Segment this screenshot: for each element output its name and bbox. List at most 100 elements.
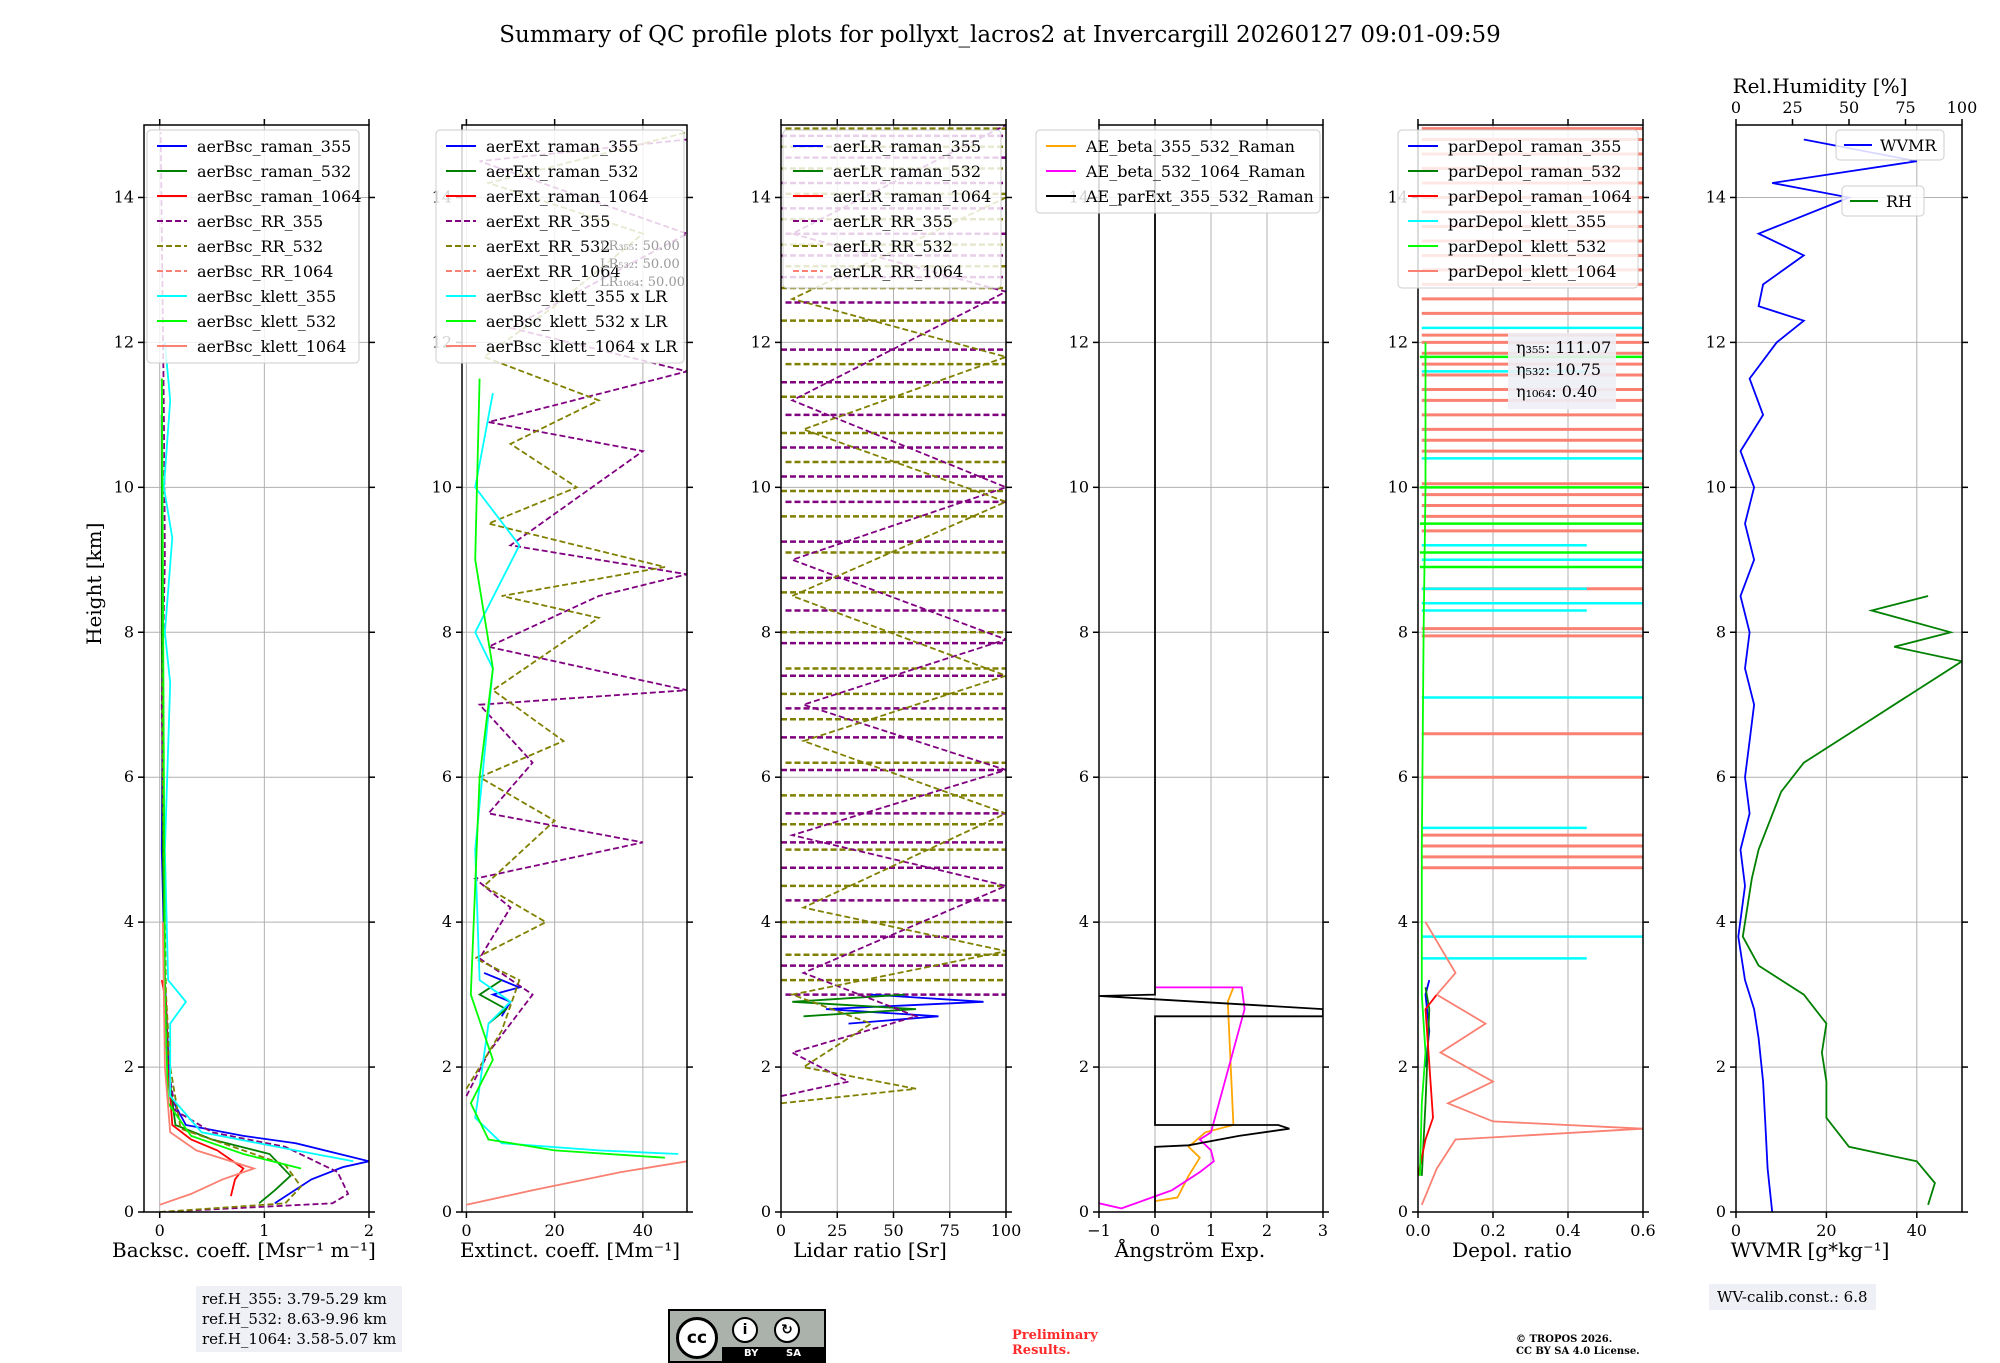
copyright-note: © TROPOS 2026. CC BY SA 4.0 License. [1516, 1334, 1640, 1358]
legend-entry: aerLR_RR_532 [833, 237, 953, 256]
panel-plot-area [1737, 138, 1962, 1212]
legend-box [782, 129, 1002, 289]
legend-entry: aerBsc_RR_1064 [197, 262, 333, 281]
y-tick-label: 8 [761, 622, 771, 641]
series-line-aerBsc_raman_355 [160, 414, 369, 1205]
legend-box [146, 129, 360, 364]
series-line-aerLR_raman_532 [792, 993, 917, 1018]
legend-entry: aerExt_RR_532 [486, 237, 610, 256]
y-tick-label: 2 [1398, 1057, 1408, 1076]
y-tick-label: 8 [1398, 622, 1408, 641]
ref-height-355: ref.H_355: 3.79-5.29 km [202, 1290, 387, 1308]
x-tick-label: 0.2 [1480, 1221, 1505, 1240]
eta-value: η₃₅₅: 111.07 [1516, 338, 1611, 357]
y-tick-label: 10 [751, 477, 771, 496]
panel-frame [1735, 124, 1963, 1213]
legend-entry: aerBsc_klett_532 x LR [486, 312, 668, 331]
reference-height-box: ref.H_355: 3.79-5.29 km ref.H_532: 8.63-… [196, 1286, 403, 1352]
xlabel-backscatter: Backsc. coeff. [Msr⁻¹ m⁻¹] [112, 1238, 376, 1262]
top-x-tick-label: 100 [1947, 98, 1978, 117]
y-tick-label: 12 [114, 332, 134, 351]
y-tick-label: 4 [1398, 912, 1408, 931]
series-line-aerBsc_klett_1064 x LR [466, 1160, 687, 1206]
legend-entry: aerLR_raman_355 [833, 137, 981, 156]
legend-entry: aerExt_raman_1064 [486, 187, 649, 206]
legend-entry: aerBsc_RR_532 [197, 237, 323, 256]
y-tick-label: 4 [1079, 912, 1089, 931]
x-tick-label: 0.0 [1405, 1221, 1430, 1240]
panel-ae: −1012302468101214AE_beta_355_532_RamanAE… [1035, 119, 1329, 1240]
panel-plot-area [1418, 127, 1643, 1206]
cc-by-label: BY [744, 1348, 759, 1359]
series-line-aerExt_raman_532 [477, 979, 508, 1025]
y-tick-label: 6 [761, 767, 771, 786]
x-tick-label: 0.4 [1555, 1221, 1580, 1240]
x-tick-label: 3 [1318, 1221, 1328, 1240]
y-tick-label: 2 [761, 1057, 771, 1076]
eta-value: η₁₀₆₄: 0.40 [1516, 382, 1597, 401]
x-tick-label: 75 [940, 1221, 960, 1240]
y-tick-label: 0 [1716, 1202, 1726, 1221]
xlabel-lidar-ratio: Lidar ratio [Sr] [793, 1238, 947, 1262]
eta-box [1508, 333, 1616, 409]
panel-plot-area [1099, 139, 1323, 1212]
cc-label-bar: BY SA [722, 1347, 824, 1361]
cc-license-logo: cc i ↻ BY SA [668, 1309, 826, 1363]
by-person-icon: i [732, 1317, 758, 1343]
legend-entry: aerExt_raman_532 [486, 162, 639, 181]
sa-share-icon: ↻ [774, 1317, 800, 1343]
y-tick-label: 0 [1398, 1202, 1408, 1221]
cc-sa-label: SA [786, 1348, 801, 1359]
x-tick-label: 2 [1262, 1221, 1272, 1240]
y-tick-label: 2 [1079, 1057, 1089, 1076]
y-tick-label: 6 [1716, 767, 1726, 786]
legend-entry-wvmr: WVMR [1880, 136, 1937, 155]
series-line-aerBsc_klett_355 [162, 342, 354, 1163]
legend-entry: aerLR_RR_1064 [833, 262, 963, 281]
series-line-aerBsc_klett_1064 [159, 922, 257, 1206]
y-tick-label: 12 [1069, 332, 1089, 351]
eta-value: η₅₃₂: 10.75 [1516, 360, 1601, 379]
series-line-RH [1741, 595, 1962, 1206]
xlabel-angstrom: Ångström Exp. [1114, 1238, 1266, 1262]
legend-entry: aerBsc_klett_355 x LR [486, 287, 668, 306]
legend-entry: parDepol_klett_1064 [1448, 262, 1617, 281]
y-axis-label: Height [km] [82, 522, 106, 645]
xlabel-rel-humidity: Rel.Humidity [%] [1732, 74, 1908, 98]
x-tick-label: 0 [1150, 1221, 1160, 1240]
y-tick-label: 4 [124, 912, 134, 931]
y-tick-label: 0 [761, 1202, 771, 1221]
panel-lr: 0 25 50 75 100 0 2 4 6 8 10 12 14 aerLR_raman_355 aerL… [751, 119, 1021, 1240]
top-x-tick-label: 50 [1839, 98, 1859, 117]
legend-entry: aerBsc_raman_1064 [197, 187, 362, 206]
y-tick-label: 10 [114, 477, 134, 496]
panel-frame [1417, 124, 1644, 1213]
y-tick-label: 0 [124, 1202, 134, 1221]
legend-entry: aerLR_RR_355 [833, 212, 953, 231]
y-tick-label: 8 [124, 622, 134, 641]
lr-value-label: LR₁₀₆₄: 50.00 [600, 275, 685, 290]
legend-entry: aerExt_RR_355 [486, 212, 610, 231]
series-line-AE_parExt_355_532_Raman [1099, 139, 1323, 1212]
preliminary-line-2: Results. [1012, 1343, 1071, 1358]
lr-value-label: LR₃₅₅: 50.00 [600, 239, 680, 254]
top-x-tick-label: 25 [1782, 98, 1802, 117]
x-tick-label: 40 [1907, 1221, 1927, 1240]
series-line-parDepol_klett_532 [1419, 342, 1427, 1176]
y-tick-label: 6 [442, 767, 452, 786]
y-tick-label: 14 [114, 187, 134, 206]
panel-depol: 0.00.20.40.602468101214parDepol_raman_35… [1388, 119, 1656, 1240]
series-line-aerBsc_klett_532 x LR [469, 378, 665, 1159]
y-tick-label: 12 [751, 332, 771, 351]
xlabel-extinction: Extinct. coeff. [Mm⁻¹] [459, 1238, 681, 1262]
panel-plot-area [159, 132, 369, 1212]
x-tick-label: 1 [1206, 1221, 1216, 1240]
x-tick-label: 50 [883, 1221, 903, 1240]
x-tick-label: 20 [1816, 1221, 1836, 1240]
series-line-aerBsc_RR_532 [159, 378, 303, 1212]
legend-entry-rh: RH [1886, 192, 1912, 211]
legend-box-wvmr [1835, 129, 1945, 161]
preliminary-line-1: Preliminary [1012, 1328, 1098, 1343]
legend-entry: parDepol_klett_355 [1448, 212, 1606, 231]
